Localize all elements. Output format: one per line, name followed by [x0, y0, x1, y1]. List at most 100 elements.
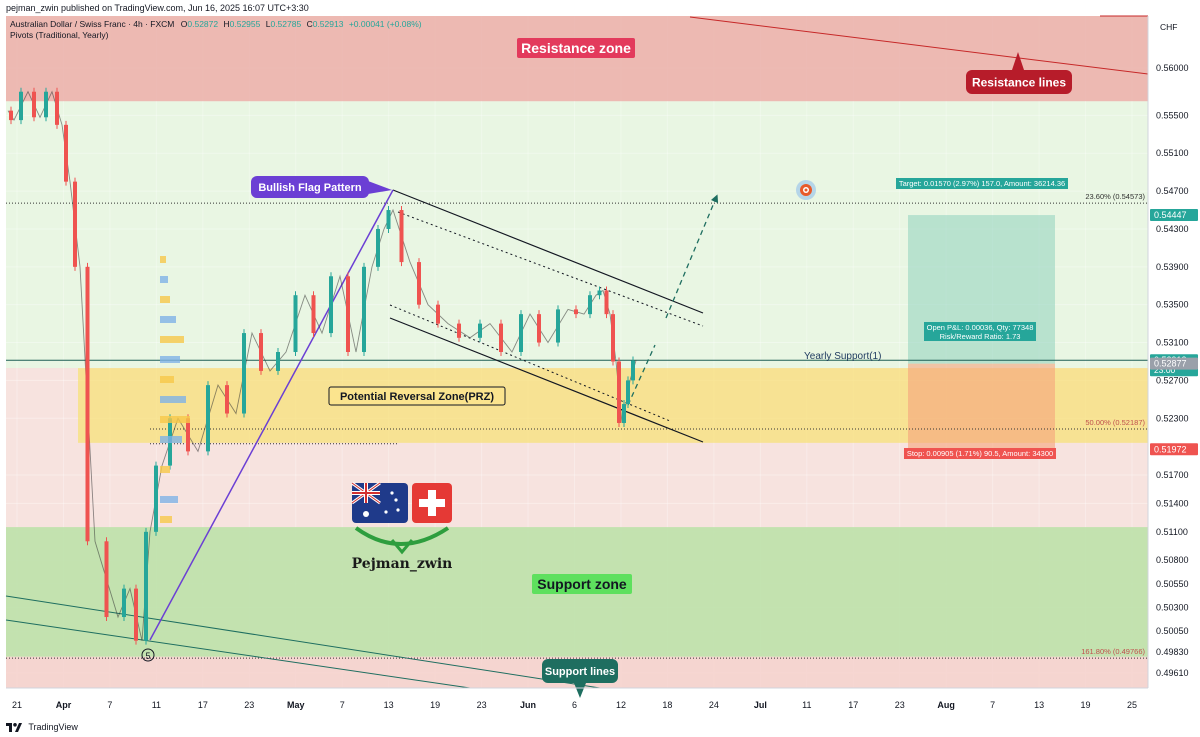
y-tick-label: 0.52700	[1156, 375, 1189, 385]
candle	[346, 276, 350, 352]
resistance-line[interactable]	[689, 16, 1149, 75]
volume-profile-bar	[160, 356, 180, 363]
flag-upper-mid-line	[397, 211, 704, 327]
swiss-cross-h	[419, 499, 445, 507]
author-name: Pejman_zwin	[352, 556, 453, 572]
footer: TradingView	[0, 718, 1200, 737]
volume-profile-bar	[160, 316, 176, 323]
wave-5-label: 5	[145, 651, 150, 661]
x-tick-label: 6	[572, 700, 577, 710]
x-tick-label: 23	[895, 700, 905, 710]
stop-label-box	[904, 448, 1056, 459]
candle	[519, 314, 523, 352]
support-lines-label: Support lines	[542, 659, 618, 683]
target-label: Target: 0.01570 (2.97%) 157.0, Amount: 3…	[899, 179, 1065, 188]
bullish-flag-label-text: Bullish Flag Pattern	[258, 182, 362, 194]
publish-info: pejman_zwin published on TradingView.com…	[6, 3, 309, 13]
flag-star	[363, 511, 369, 517]
candle	[588, 295, 592, 315]
candle	[259, 333, 263, 371]
resistance-zone	[6, 16, 1148, 102]
price-tag[interactable]	[1150, 209, 1198, 222]
open-pl-box	[924, 322, 1036, 341]
tradingview-logo-icon	[6, 723, 22, 733]
y-tick-label: 0.56000	[1156, 63, 1189, 73]
flag-lower-line[interactable]	[389, 317, 704, 443]
trend-lines[interactable]	[5, 15, 1149, 689]
candle	[386, 210, 391, 229]
x-tick-label: 19	[1081, 700, 1091, 710]
support-lines-label-box	[542, 659, 618, 683]
y-tick-label: 0.50300	[1156, 603, 1189, 613]
price-tag[interactable]	[1150, 443, 1198, 456]
volume-profile-bar	[160, 296, 170, 303]
volume-profile-bar	[160, 436, 182, 443]
price-tag-countdown: 23:00	[1154, 365, 1176, 375]
candle	[417, 262, 421, 305]
author-flags-icon	[351, 481, 452, 555]
bullish-flag-label: Bullish Flag Pattern	[251, 176, 369, 198]
candle	[478, 323, 482, 338]
resistance-zone-label-text: Resistance zone	[521, 40, 631, 56]
candle	[19, 91, 23, 121]
x-tick-label: 19	[430, 700, 440, 710]
x-tick-label: 11	[152, 700, 161, 710]
x-tick-label: 24	[709, 700, 719, 710]
x-tick-label: May	[287, 700, 305, 710]
resistance-zone-label-box	[517, 38, 635, 58]
time-axis[interactable]: 21 Apr 7 11 17 23 May 7 13 19 23 Jun 6 12 18 24 Jul 11 17 2…	[6, 687, 1148, 710]
volume-profile-bar	[160, 376, 174, 383]
y-tick-label: 0.49830	[1156, 647, 1189, 657]
candle	[134, 588, 138, 641]
candle	[73, 181, 77, 267]
candle	[631, 360, 635, 381]
support-lines-pointer	[574, 683, 586, 698]
bullseye-center	[804, 188, 808, 192]
support-lines-label-text: Support lines	[545, 666, 615, 678]
candle	[604, 290, 609, 315]
candle	[144, 531, 148, 641]
currency-label: CHF	[1160, 22, 1177, 32]
resistance-zone-label: Resistance zone	[517, 38, 635, 58]
x-tick-label: 12	[616, 700, 626, 710]
candle	[399, 210, 404, 263]
price-tag[interactable]	[1150, 357, 1198, 370]
stop-label: Stop: 0.00905 (1.71%) 90.5, Amount: 3430…	[907, 449, 1053, 458]
candle	[104, 541, 109, 618]
candle	[537, 314, 541, 343]
chart-labels: Resistance zone Resistance lines Bullish F…	[141, 38, 1145, 698]
x-tick-label: 23	[244, 700, 254, 710]
flag-upper-line[interactable]	[392, 189, 704, 314]
candle	[376, 228, 380, 267]
x-tick-label: 13	[384, 700, 394, 710]
prz-label-text: Potential Reversal Zone(PRZ)	[340, 391, 494, 403]
x-tick-label: Aug	[937, 700, 955, 710]
y-tick-label: 0.54700	[1156, 186, 1189, 196]
position-loss-zone	[908, 363, 1055, 450]
candle	[311, 295, 316, 334]
target-bullseye-icon	[796, 180, 816, 200]
y-tick-label: 0.50800	[1156, 555, 1189, 565]
fib-50-label: 50.00% (0.52187)	[1085, 418, 1145, 427]
flag-star	[390, 491, 394, 495]
candle	[611, 314, 615, 362]
candle	[225, 385, 229, 414]
volume-profile-bar	[160, 516, 172, 523]
volume-profile-bar	[160, 466, 170, 473]
candle	[186, 418, 190, 452]
candle	[457, 323, 461, 338]
flag-lower-mid-line	[389, 304, 671, 422]
candle	[617, 361, 621, 423]
support-line-lower[interactable]	[5, 619, 471, 689]
support-zone-label: Support zone	[532, 574, 632, 594]
y-tick-label: 0.49610	[1156, 668, 1189, 678]
candle	[32, 91, 36, 118]
candle	[574, 309, 578, 315]
price-axis[interactable]: 0.56000 0.55500 0.55100 0.54700 0.54300 0.539…	[1147, 16, 1198, 688]
risk-reward-label: Risk/Reward Ratio: 1.73	[940, 332, 1021, 341]
volume-profile-bar	[160, 336, 184, 343]
flagpole-line[interactable]	[149, 189, 394, 641]
candle	[55, 91, 59, 125]
x-tick-label: 17	[198, 700, 208, 710]
